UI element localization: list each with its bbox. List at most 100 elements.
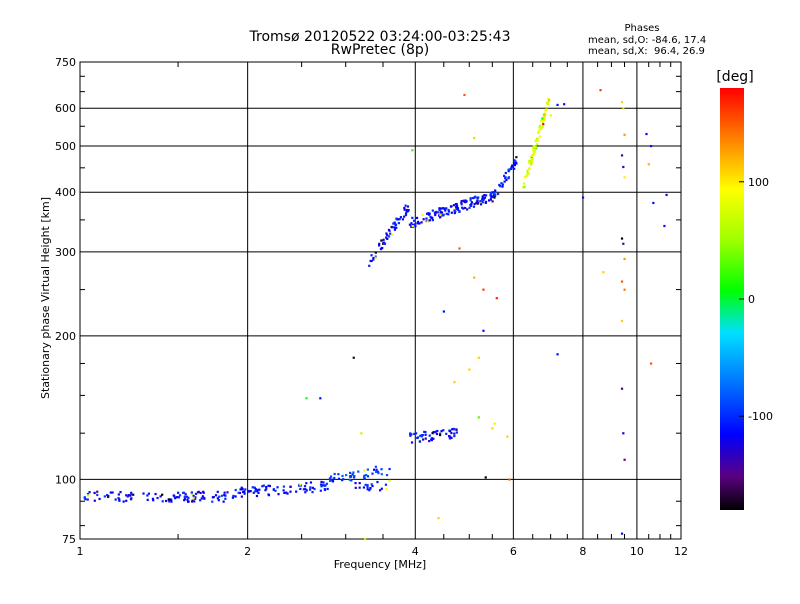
data-point — [507, 170, 510, 173]
data-point — [453, 432, 456, 435]
data-point — [190, 491, 193, 494]
data-point — [469, 199, 472, 202]
data-point — [542, 114, 545, 117]
data-point — [324, 484, 327, 487]
data-point — [366, 484, 369, 487]
data-point — [418, 222, 421, 225]
data-point — [526, 172, 529, 175]
data-point — [383, 242, 386, 245]
data-point — [442, 310, 445, 313]
data-point — [442, 429, 445, 432]
data-point — [549, 114, 552, 117]
data-point — [484, 476, 487, 479]
data-point — [623, 176, 626, 179]
data-point — [258, 488, 261, 491]
data-point — [86, 492, 90, 496]
data-point — [86, 494, 90, 497]
data-point — [255, 494, 259, 498]
data-point — [424, 433, 427, 436]
data-point — [483, 194, 486, 197]
data-point — [321, 483, 324, 487]
data-point — [532, 152, 535, 155]
data-point — [455, 207, 458, 210]
data-point — [453, 211, 456, 215]
data-point — [501, 185, 504, 188]
data-point — [177, 496, 181, 499]
data-point — [313, 487, 316, 491]
x-tick-label: 4 — [412, 545, 419, 558]
data-point — [364, 538, 367, 541]
data-point — [452, 204, 456, 207]
data-point — [372, 258, 375, 261]
data-point — [193, 500, 196, 503]
data-point — [389, 232, 392, 235]
data-point — [620, 237, 624, 240]
data-point — [130, 493, 133, 496]
data-point — [286, 492, 289, 495]
data-point — [368, 489, 371, 492]
data-point — [468, 368, 471, 371]
data-point — [393, 226, 396, 229]
data-point — [186, 500, 190, 503]
data-point — [542, 119, 545, 122]
data-point — [366, 475, 370, 478]
data-point — [471, 196, 474, 200]
data-point — [546, 102, 549, 105]
data-point — [448, 437, 452, 440]
data-point — [434, 430, 437, 433]
data-point — [514, 160, 517, 163]
data-point — [404, 212, 408, 215]
data-point — [154, 492, 157, 496]
data-point — [494, 189, 497, 192]
data-point — [420, 221, 423, 224]
data-point — [556, 103, 559, 107]
data-point — [126, 495, 129, 498]
data-point — [428, 439, 431, 443]
data-point — [541, 117, 544, 120]
data-point — [242, 490, 245, 494]
data-point — [407, 208, 410, 212]
data-point — [238, 491, 242, 495]
data-point — [620, 280, 624, 283]
data-point — [448, 430, 452, 433]
data-point — [532, 154, 535, 157]
data-point — [464, 200, 468, 203]
data-point — [479, 203, 483, 206]
data-point — [525, 174, 528, 177]
data-point — [420, 435, 423, 438]
data-point — [411, 149, 414, 152]
colorbar-tick-label: 0 — [748, 293, 755, 306]
data-point — [218, 495, 221, 498]
data-point — [161, 500, 164, 503]
data-point — [194, 496, 197, 499]
data-point — [503, 180, 506, 183]
plot-border — [79, 61, 682, 540]
data-point — [302, 488, 306, 491]
data-point — [262, 484, 265, 487]
data-point — [547, 97, 550, 100]
data-point — [369, 487, 372, 490]
data-point — [252, 486, 255, 489]
data-point — [161, 493, 164, 496]
data-point — [483, 196, 487, 199]
data-point — [422, 218, 425, 221]
data-point — [264, 489, 267, 492]
data-point — [534, 139, 538, 142]
data-point — [543, 117, 546, 120]
data-point — [513, 164, 516, 167]
data-point — [477, 201, 480, 204]
data-point — [244, 488, 247, 491]
data-point — [534, 145, 537, 148]
data-point — [408, 223, 412, 226]
data-point — [386, 237, 389, 241]
data-point — [368, 264, 371, 267]
data-point — [349, 471, 352, 474]
data-point — [96, 490, 99, 493]
data-point — [429, 215, 432, 218]
stats-heading: Phases — [624, 23, 659, 34]
data-point — [397, 218, 400, 221]
data-point — [403, 208, 406, 211]
data-point — [421, 433, 424, 437]
data-point — [172, 494, 175, 497]
data-point — [504, 171, 507, 175]
